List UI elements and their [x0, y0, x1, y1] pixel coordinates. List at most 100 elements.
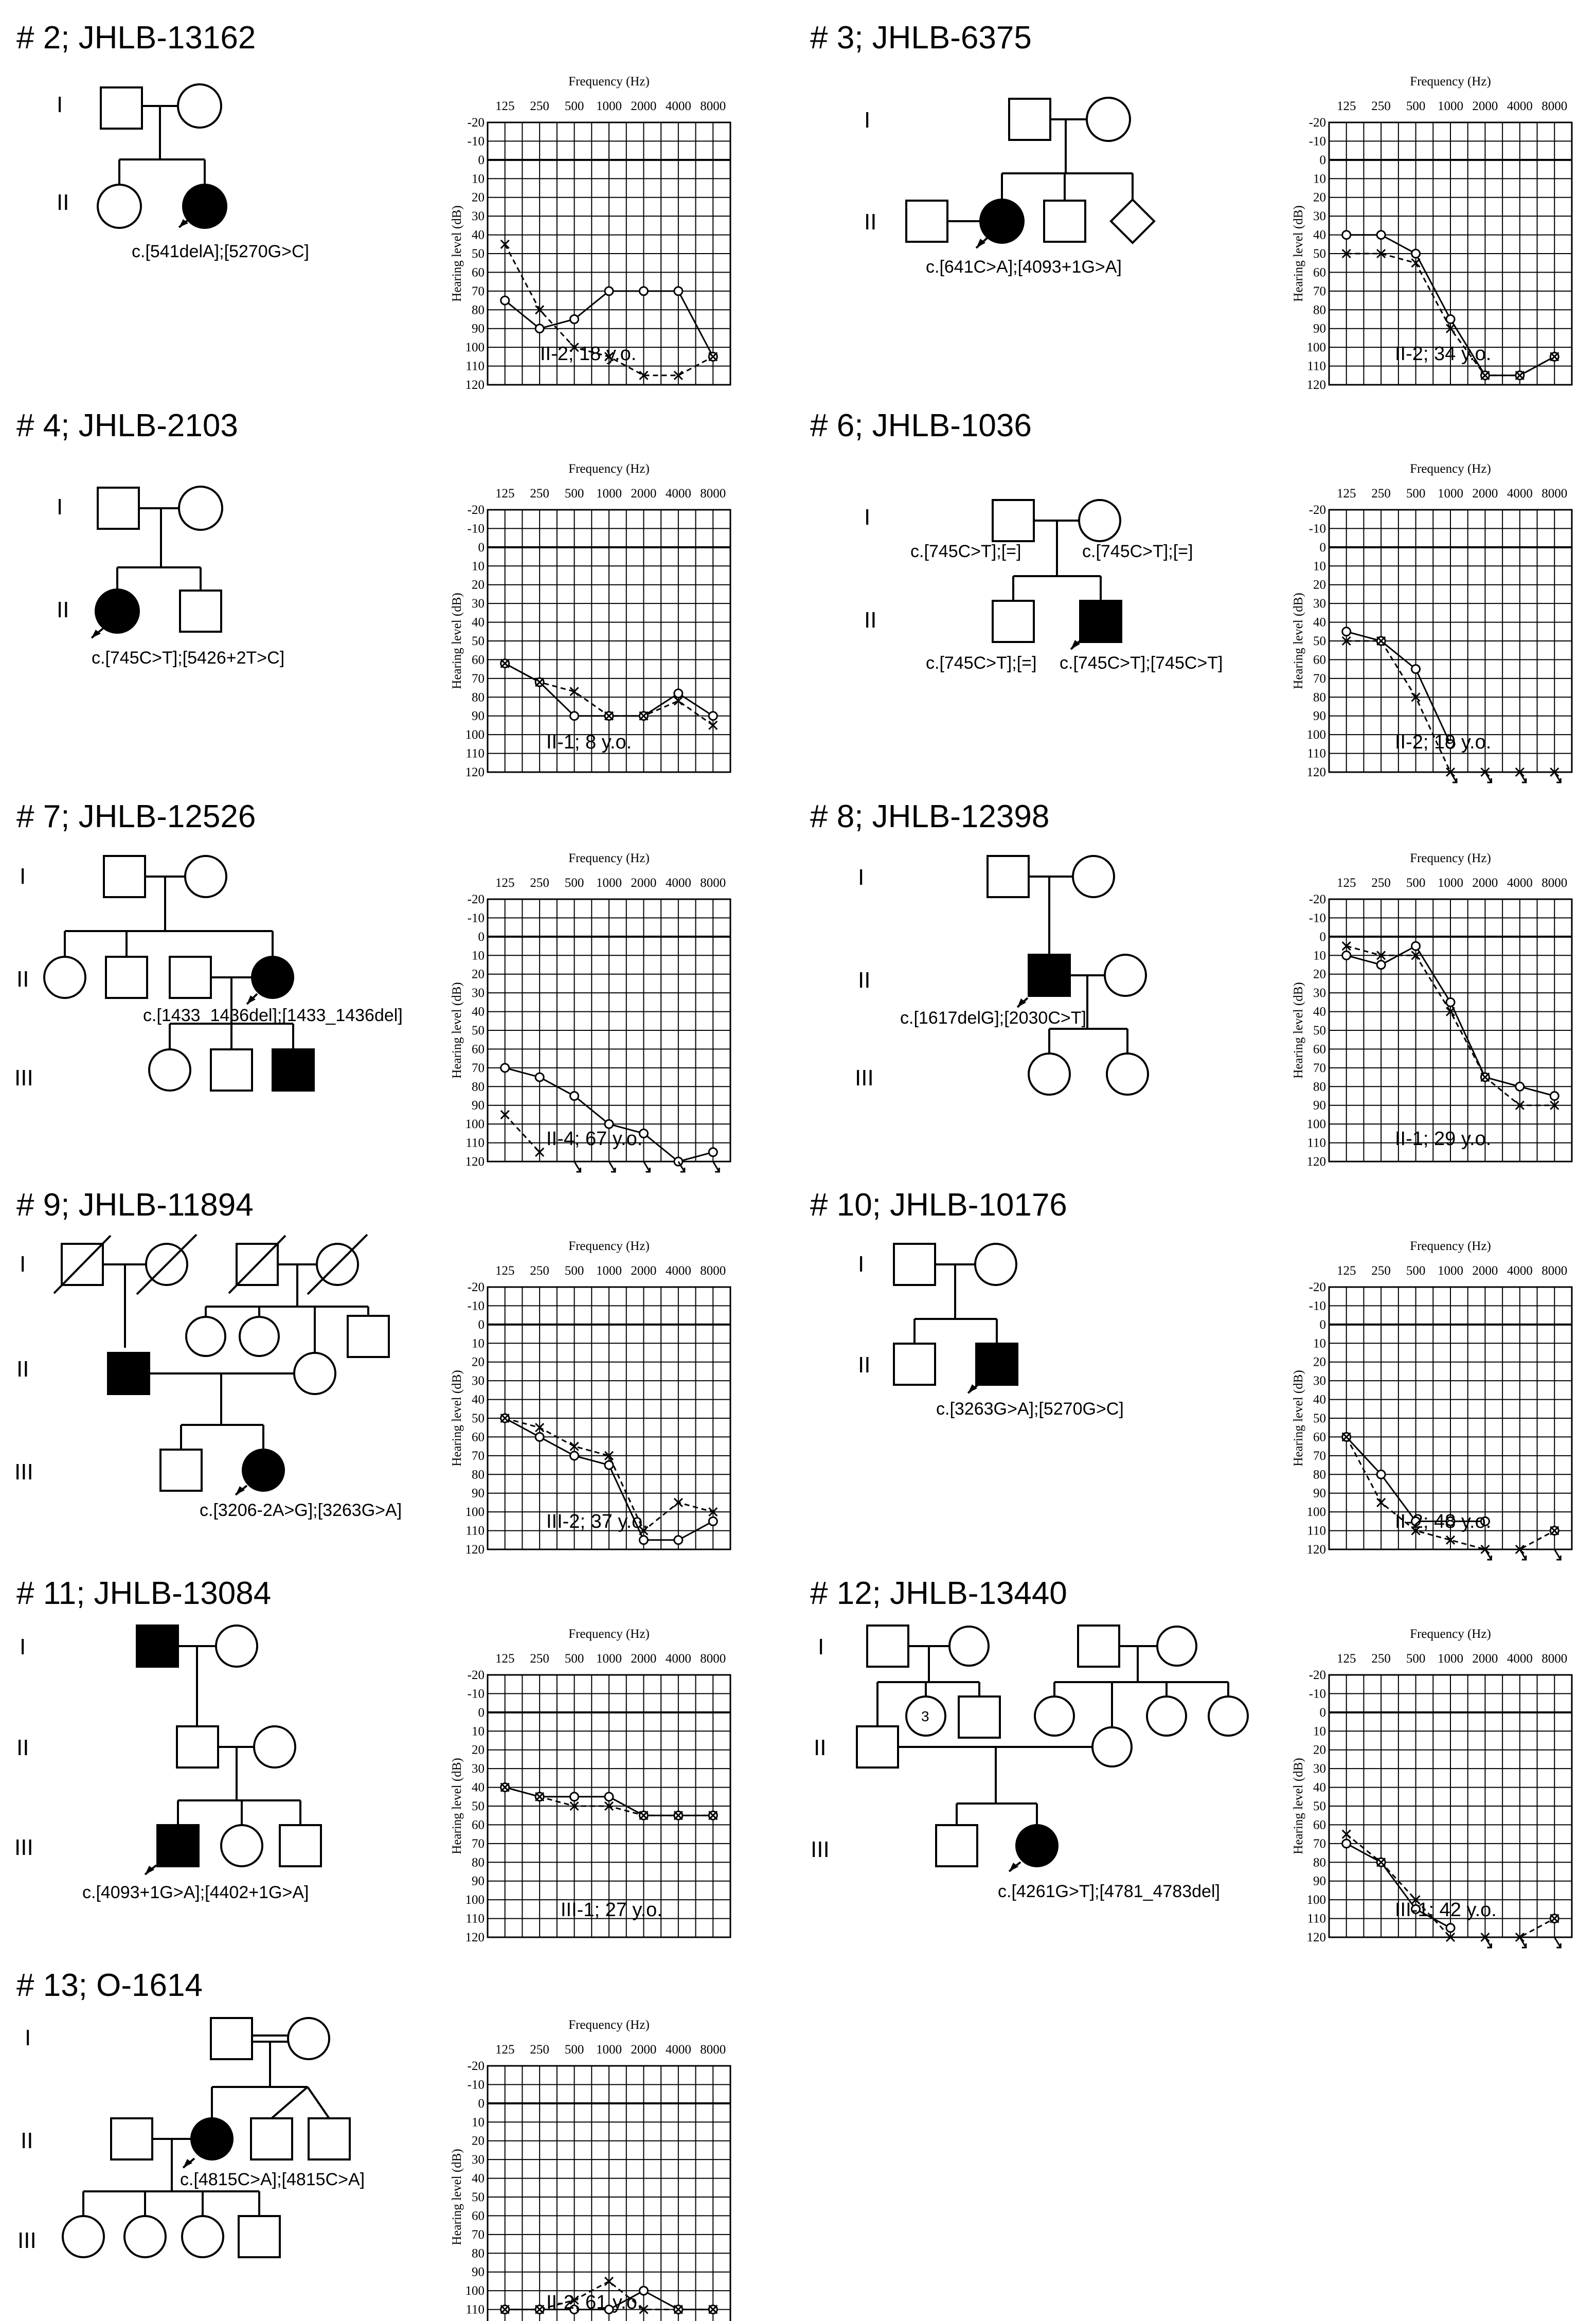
frequency-tick-label: 500 — [565, 1652, 584, 1666]
data-point-x — [1411, 1895, 1421, 1905]
level-tick-label: 100 — [465, 2284, 485, 2298]
level-tick-label: 0 — [1320, 1318, 1326, 1332]
level-axis-title: Hearing level (dB) — [1292, 1758, 1305, 1854]
level-tick-label: 110 — [465, 747, 485, 761]
level-tick-label: 70 — [1313, 1837, 1326, 1851]
level-tick-label: 10 — [472, 1336, 485, 1350]
frequency-tick-label: 2000 — [631, 1264, 656, 1278]
frequency-axis-title: Frequency (Hz) — [1410, 1627, 1491, 1641]
frequency-tick-label: 4000 — [1507, 1264, 1533, 1278]
frequency-tick-label: 8000 — [1541, 99, 1567, 113]
panel-10: # 10; JHLB-10176 I II c.[3263G>A];[5270G… — [810, 1187, 1573, 1561]
frequency-tick-label: 2000 — [631, 2043, 656, 2057]
level-tick-label: 0 — [478, 541, 485, 555]
data-point-x — [1411, 951, 1421, 960]
level-tick-label: 110 — [465, 1912, 485, 1926]
data-point-circle — [1376, 1469, 1386, 1479]
level-tick-label: 10 — [1313, 172, 1326, 186]
frequency-tick-label: 1000 — [596, 487, 622, 501]
level-tick-label: 70 — [1313, 1061, 1326, 1075]
pedigree-male — [159, 1449, 203, 1492]
level-tick-label: 70 — [472, 284, 485, 298]
level-tick-label: 110 — [465, 360, 485, 373]
level-tick-label: 10 — [1313, 1724, 1326, 1738]
genotype-label: c.[4815C>A];[4815C>A] — [180, 2170, 365, 2189]
level-tick-label: 120 — [1307, 765, 1326, 779]
data-point-x — [1480, 1073, 1490, 1082]
pedigree-female — [1034, 1695, 1075, 1737]
frequency-tick-label: 125 — [1337, 1264, 1356, 1278]
frequency-tick-label: 250 — [530, 1264, 549, 1278]
level-tick-label: 30 — [472, 1374, 485, 1388]
generation-label: III — [17, 2228, 37, 2253]
audiogram-caption: II-2; 18 y.o. — [540, 343, 636, 365]
pedigree-male — [103, 855, 146, 898]
frequency-tick-label: 4000 — [1507, 487, 1533, 501]
pedigree-male — [250, 2117, 293, 2161]
pedigree-female — [177, 83, 222, 129]
generation-label: III — [811, 1837, 830, 1862]
audiogram-caption: III-2; 37 y.o. — [546, 1511, 648, 1532]
frequency-tick-label: 4000 — [666, 99, 691, 113]
level-tick-label: -20 — [1309, 1668, 1326, 1682]
frequency-tick-label: 1000 — [1438, 1652, 1463, 1666]
level-tick-label: 100 — [465, 1117, 485, 1131]
level-tick-label: 70 — [1313, 1449, 1326, 1463]
panel-title: # 13; O-1614 — [16, 1968, 203, 2003]
data-point-circle — [604, 1792, 614, 1802]
pedigree: I II — [57, 83, 227, 229]
generation-label: III — [14, 1459, 33, 1485]
frequency-tick-label: 1000 — [596, 1652, 622, 1666]
frequency-tick-label: 2000 — [631, 99, 656, 113]
data-point-x — [1376, 951, 1386, 960]
pedigree-affected-female — [979, 199, 1025, 244]
data-point-circle — [604, 1460, 614, 1470]
level-axis-title: Hearing level (dB) — [1292, 982, 1305, 1078]
frequency-tick-label: 250 — [1371, 487, 1391, 501]
data-point-x — [1411, 692, 1421, 702]
frequency-tick-label: 2000 — [631, 876, 656, 890]
level-tick-label: 90 — [1313, 1874, 1326, 1888]
data-point-circle — [500, 295, 510, 306]
data-point-circle — [604, 2305, 614, 2315]
data-point-circle — [673, 1535, 684, 1545]
level-tick-label: -10 — [1309, 1299, 1326, 1313]
generation-label: II — [864, 209, 876, 235]
frequency-tick-label: 1000 — [1438, 487, 1463, 501]
panel-2: # 2; JHLB-13162 I II c.[541delA];[5270G>… — [16, 20, 731, 392]
data-point-x — [708, 1507, 718, 1517]
frequency-tick-label: 125 — [1337, 99, 1356, 113]
frequency-tick-label: 250 — [530, 876, 549, 890]
level-tick-label: 40 — [472, 228, 485, 242]
frequency-tick-label: 125 — [495, 487, 515, 501]
pedigree-male — [97, 487, 140, 530]
frequency-tick-label: 500 — [565, 876, 584, 890]
level-tick-label: -20 — [468, 503, 485, 517]
data-point-circle — [1549, 1091, 1559, 1101]
data-point-circle — [534, 324, 545, 334]
level-tick-label: 100 — [465, 1505, 485, 1519]
level-tick-label: 0 — [1320, 930, 1326, 944]
data-point-x — [1411, 1526, 1421, 1536]
frequency-axis-title: Frequency (Hz) — [568, 1239, 650, 1253]
data-point-circle — [569, 711, 580, 721]
data-point-x — [1445, 1932, 1456, 1942]
level-tick-label: 80 — [472, 303, 485, 317]
level-tick-label: 80 — [1313, 303, 1326, 317]
audiogram-grid — [487, 121, 731, 386]
pedigree-male — [176, 1725, 219, 1769]
level-tick-label: -10 — [468, 1299, 485, 1313]
pedigree: I II III — [14, 855, 315, 1092]
data-point-x — [1445, 1535, 1456, 1545]
data-point-circle — [1411, 664, 1421, 674]
level-tick-label: 70 — [472, 1449, 485, 1463]
frequency-tick-label: 2000 — [1472, 99, 1498, 113]
data-point-x — [535, 1147, 545, 1157]
level-tick-label: 50 — [1313, 1024, 1326, 1038]
pedigree-female — [62, 2215, 105, 2258]
frequency-tick-label: 8000 — [700, 1264, 726, 1278]
level-axis-title: Hearing level (dB) — [450, 2149, 464, 2245]
level-tick-label: 60 — [1313, 653, 1326, 667]
frequency-tick-label: 250 — [530, 99, 549, 113]
frequency-tick-label: 500 — [1406, 1264, 1426, 1278]
